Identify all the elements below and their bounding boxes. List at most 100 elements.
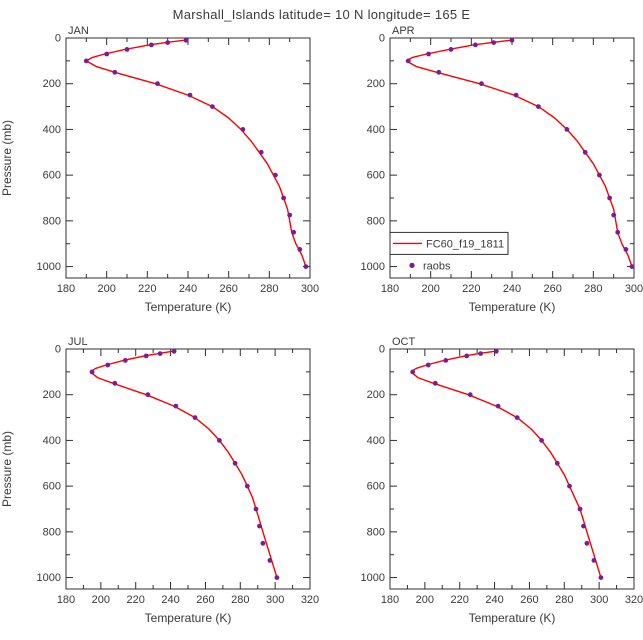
y-tick-label: 800 — [43, 215, 61, 227]
raobs-dot — [267, 558, 273, 563]
raobs-dot — [597, 172, 602, 178]
figure-title: Marshall_Islands latitude= 10 N longitud… — [172, 7, 471, 22]
y-axis-label: Pressure (mb) — [0, 431, 14, 507]
y-tick-label: 600 — [43, 170, 61, 182]
x-tick-label: 180 — [381, 283, 399, 295]
raobs-dot — [598, 575, 604, 580]
x-tick-label: 240 — [503, 283, 521, 295]
x-tick-label: 260 — [196, 594, 214, 606]
y-tick-label: 600 — [43, 481, 61, 493]
panel-month-label: JAN — [68, 26, 89, 37]
raobs-dot — [405, 58, 411, 64]
y-tick-label: 1000 — [37, 572, 61, 584]
x-tick-label: 220 — [138, 283, 156, 295]
x-tick-label: 240 — [485, 594, 503, 606]
chart-jul: 180 200 220 240 260 280 300 320 0 200 400 600 800 100… — [0, 337, 319, 625]
raobs-dot — [173, 403, 179, 409]
x-tick-label: 200 — [97, 283, 115, 295]
y-tick-label: 200 — [43, 389, 61, 401]
raobs-dot — [448, 47, 454, 52]
raobs-dot — [577, 506, 583, 512]
plot-frame — [65, 37, 311, 279]
raobs-dot — [581, 523, 586, 529]
x-tick-label: 300 — [590, 594, 608, 606]
raobs-dot — [436, 69, 442, 75]
raobs-dot — [495, 403, 501, 409]
raobs-dot — [253, 506, 259, 512]
x-tick-label: 280 — [260, 283, 278, 295]
x-tick-label: 300 — [301, 283, 319, 295]
x-tick-label: 280 — [584, 283, 602, 295]
raobs-dot — [493, 348, 499, 354]
raobs-dot — [539, 438, 544, 443]
x-tick-label: 260 — [219, 283, 237, 295]
x-tick-label: 180 — [57, 594, 75, 606]
model-line — [405, 39, 633, 267]
x-tick-label: 280 — [555, 594, 573, 606]
raobs-dot — [157, 351, 163, 356]
x-tick-label: 240 — [161, 594, 179, 606]
y-tick-label: 400 — [367, 435, 385, 447]
raobs-dot — [274, 575, 280, 580]
raobs-dot — [297, 247, 303, 252]
raobs-dot — [287, 212, 293, 218]
raobs-dot — [513, 92, 519, 98]
panel-oct: 180 200 220 240 260 280 300 320 0 200 400 600 800 100… — [322, 337, 643, 632]
x-tick-label: 260 — [520, 594, 538, 606]
y-tick-label: 400 — [43, 124, 61, 136]
raobs-dot — [273, 172, 278, 178]
raobs-dot — [112, 69, 118, 75]
raobs-dot — [217, 438, 222, 443]
model-line — [85, 39, 307, 267]
panel-grid: 180 200 220 240 260 280 300 0 200 400 600 800 1000 JA… — [0, 26, 643, 632]
y-tick-label: 0 — [55, 33, 61, 45]
raobs-dot — [105, 362, 111, 368]
y-tick-label: 800 — [367, 215, 385, 227]
raobs-dot — [491, 40, 497, 45]
panel-month-label: OCT — [392, 337, 416, 348]
raobs-dot — [165, 40, 171, 45]
raobs-dot — [149, 42, 154, 48]
y-tick-label: 200 — [367, 78, 385, 90]
raobs-dot — [89, 369, 95, 375]
raobs-dot — [567, 483, 572, 489]
y-tick-label: 400 — [43, 435, 61, 447]
raobs-dot — [260, 540, 266, 546]
raobs-dot — [611, 212, 617, 218]
raobs-dot — [192, 415, 198, 420]
raobs-dot — [104, 51, 110, 57]
raobs-dot — [124, 47, 130, 52]
raobs-dot — [426, 51, 431, 57]
y-tick-label: 0 — [379, 33, 385, 45]
raobs-dot — [258, 149, 264, 155]
panel-apr: 180 200 220 240 260 280 300 0 200 400 600 800 1000 AP… — [322, 26, 643, 321]
y-tick-label: 800 — [43, 526, 61, 538]
raobs-dot — [564, 127, 570, 132]
panel-jul: 180 200 220 240 260 280 300 320 0 200 400 600 800 100… — [0, 337, 321, 632]
y-tick-label: 1000 — [37, 261, 61, 273]
raobs-dot — [467, 392, 473, 398]
x-axis-label: Temperature (K) — [145, 611, 232, 625]
y-axis-label: Pressure (mb) — [0, 120, 14, 196]
x-axis-label: Temperature (K) — [469, 611, 556, 625]
raobs-dot — [536, 104, 541, 109]
plot-frame — [65, 348, 311, 590]
x-tick-label: 320 — [301, 594, 319, 606]
raobs-dot — [425, 362, 431, 368]
x-tick-label: 240 — [179, 283, 197, 295]
raobs-dot — [623, 247, 629, 252]
x-axis-label: Temperature (K) — [469, 300, 556, 314]
x-tick-label: 200 — [92, 594, 110, 606]
raobs-dot — [410, 369, 416, 375]
x-tick-label: 220 — [127, 594, 145, 606]
x-tick-label: 220 — [451, 594, 469, 606]
panel-jan: 180 200 220 240 260 280 300 0 200 400 600 800 1000 JA… — [0, 26, 321, 321]
x-tick-label: 260 — [543, 283, 561, 295]
model-line — [89, 350, 278, 578]
y-tick-label: 0 — [55, 344, 61, 356]
legend-dot-label: raobs — [423, 260, 451, 272]
raobs-dot — [210, 104, 215, 109]
raobs-dot — [303, 264, 309, 269]
raobs-dot — [464, 353, 470, 359]
raobs-dot — [257, 523, 262, 529]
